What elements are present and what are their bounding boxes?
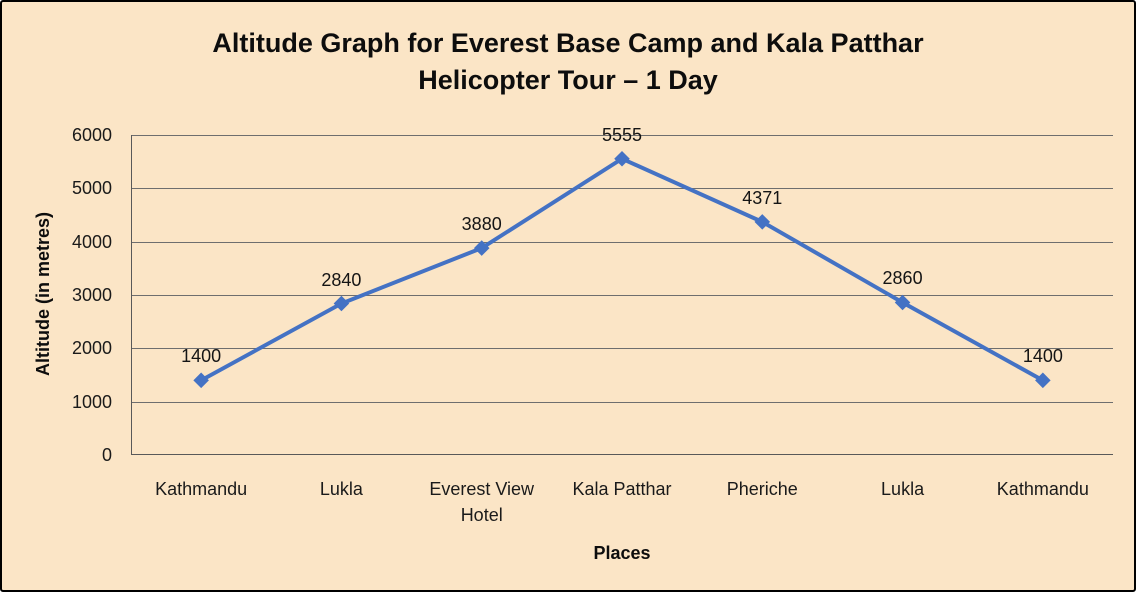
data-point-marker	[754, 214, 771, 230]
x-axis-title: Places	[593, 543, 651, 563]
x-category-label: Lukla	[881, 479, 925, 499]
data-point-marker	[333, 295, 350, 312]
data-point-marker	[894, 294, 911, 311]
x-category-label: Kathmandu	[996, 479, 1089, 499]
chart-title: Altitude Graph for Everest Base Camp and…	[2, 25, 1134, 99]
data-point-marker	[193, 372, 209, 389]
x-category-label: Pheriche	[726, 479, 798, 499]
line-series-altitude	[199, 156, 1045, 383]
x-category-label: Lukla	[319, 479, 363, 499]
data-point-marker	[1035, 372, 1051, 389]
x-category-label: Kala Patthar	[572, 479, 672, 499]
chart-title-line-1: Altitude Graph for Everest Base Camp and…	[212, 28, 924, 58]
x-category-label: Everest View Hotel	[429, 479, 535, 525]
y-axis-title: Altitude (in metres)	[33, 212, 53, 377]
x-category-label: Kathmandu	[155, 479, 248, 499]
chart-title-line-2: Helicopter Tour – 1 Day	[418, 65, 718, 95]
plot-area	[131, 135, 1113, 456]
